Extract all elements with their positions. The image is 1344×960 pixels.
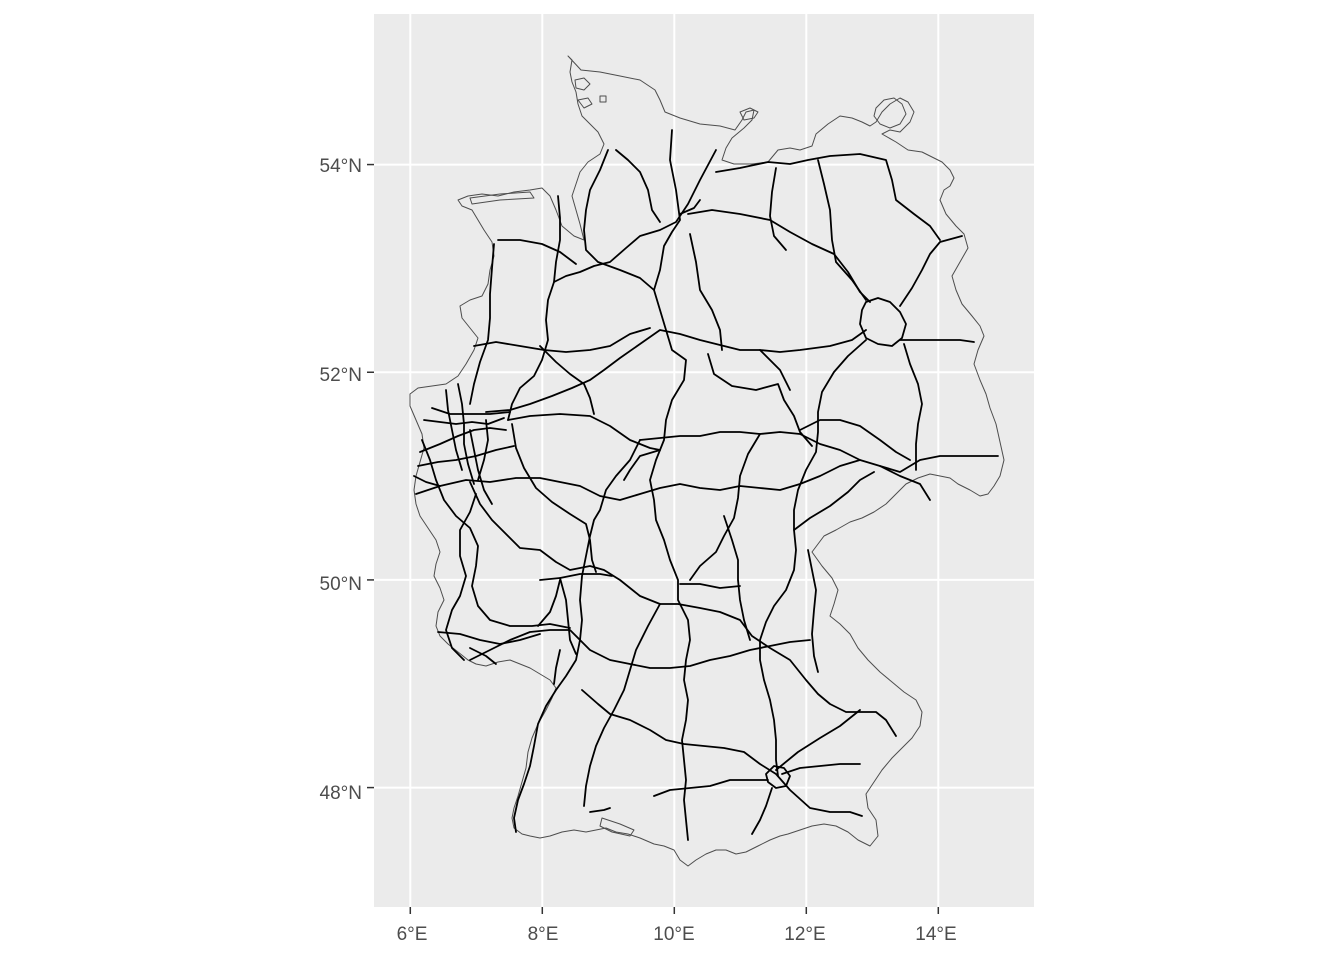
motorway-a29 (553, 195, 561, 283)
motorway-a3 (469, 481, 897, 737)
island-ruegen (873, 97, 907, 129)
motorway-a93 (807, 549, 819, 673)
motorway-a14-leipzig (799, 419, 911, 461)
motorway-ruhr-a57 (445, 389, 463, 471)
motorway-a12 (899, 339, 975, 343)
motorway-a38 (639, 431, 861, 461)
motorway-a67 (559, 577, 577, 655)
motorway-a14 (707, 353, 813, 447)
motorway-a1 (507, 149, 717, 421)
motorway-a95 (751, 787, 773, 835)
motorway-a8 (581, 689, 863, 817)
motorway-network (413, 129, 999, 841)
motorway-ruhr-a42 (431, 407, 511, 415)
island-fehmarn (739, 107, 759, 121)
motorway-a8-west (469, 647, 497, 665)
motorway-a11 (899, 235, 963, 307)
motorway-a45 (511, 423, 597, 573)
motorway-a63 (537, 579, 561, 627)
plot-panel (374, 14, 1034, 907)
motorway-a2 (485, 329, 867, 413)
motorway-a96 (653, 779, 769, 797)
x-axis-ticks (409, 907, 940, 914)
island-frisian-1 (574, 77, 591, 91)
x-tick-label: 10°E (653, 924, 694, 945)
x-tick-label: 8°E (528, 924, 559, 945)
motorway-ruhr-a46 (417, 445, 515, 467)
motorway-ruhr-a3 (457, 383, 475, 485)
motorway-a1-south (445, 493, 477, 661)
motorway-a14-north (769, 167, 787, 251)
motorway-ruhr-a52 (419, 427, 507, 453)
motorway-ruhr-a44-west (413, 475, 441, 487)
y-axis-labels: 48°N 50°N 52°N 54°N (320, 156, 362, 804)
island-frisian-3 (599, 95, 607, 103)
motorway-a33 (539, 345, 595, 415)
motorway-a98 (589, 807, 611, 813)
motorway-a62 (437, 631, 541, 645)
motorway-a2-magdeburg (759, 349, 791, 391)
island-frisian-2 (577, 97, 593, 109)
graticule-grid (374, 14, 1034, 907)
motorway-a20 (715, 153, 941, 241)
motorway-a39 (689, 233, 723, 351)
motorway-a73 (723, 515, 751, 641)
motorway-a17 (879, 465, 931, 501)
motorway-a21 (679, 199, 701, 215)
motorway-a9 (759, 339, 867, 777)
motorway-a94 (781, 763, 861, 775)
germany-outline (409, 55, 1005, 867)
motorway-a23 (615, 149, 661, 223)
y-tick-label: 48°N (320, 783, 362, 804)
motorway-a61 (421, 439, 571, 629)
y-axis-ticks (367, 163, 374, 789)
x-axis-labels: 6°E 8°E 10°E 12°E 14°E (397, 924, 957, 945)
motorway-ruhr-a59 (469, 429, 493, 505)
motorway-ruhr-a1 (477, 419, 489, 481)
motorway-a28 (497, 239, 577, 265)
motorway-a4 (415, 455, 999, 501)
motorway-a27 (583, 149, 655, 291)
y-tick-label: 52°N (320, 365, 362, 386)
motorway-a81 (583, 603, 661, 807)
island-east-frisian (469, 191, 535, 205)
motorway-a72 (793, 471, 875, 531)
mainland-border (409, 55, 1005, 867)
y-tick-label: 54°N (320, 156, 362, 177)
motorway-a92 (775, 709, 861, 771)
motorway-a6 (469, 629, 811, 669)
motorway-muenchen-ring (765, 765, 791, 789)
x-tick-label: 14°E (915, 924, 956, 945)
motorway-a44 (507, 413, 661, 451)
lake-constance (599, 817, 635, 837)
motorway-a13 (903, 343, 923, 471)
y-tick-label: 50°N (320, 574, 362, 595)
motorway-a30 (473, 327, 651, 353)
x-tick-label: 12°E (784, 924, 825, 945)
motorway-a66 (539, 573, 613, 581)
motorway-berliner-ring (859, 297, 907, 347)
motorway-a65 (553, 649, 561, 685)
motorway-a31 (469, 243, 495, 405)
motorway-a38-west (623, 449, 661, 481)
motorway-a19 (817, 159, 867, 301)
x-tick-label: 6°E (397, 924, 428, 945)
motorway-a71 (689, 433, 761, 581)
motorway-a70 (679, 583, 741, 589)
